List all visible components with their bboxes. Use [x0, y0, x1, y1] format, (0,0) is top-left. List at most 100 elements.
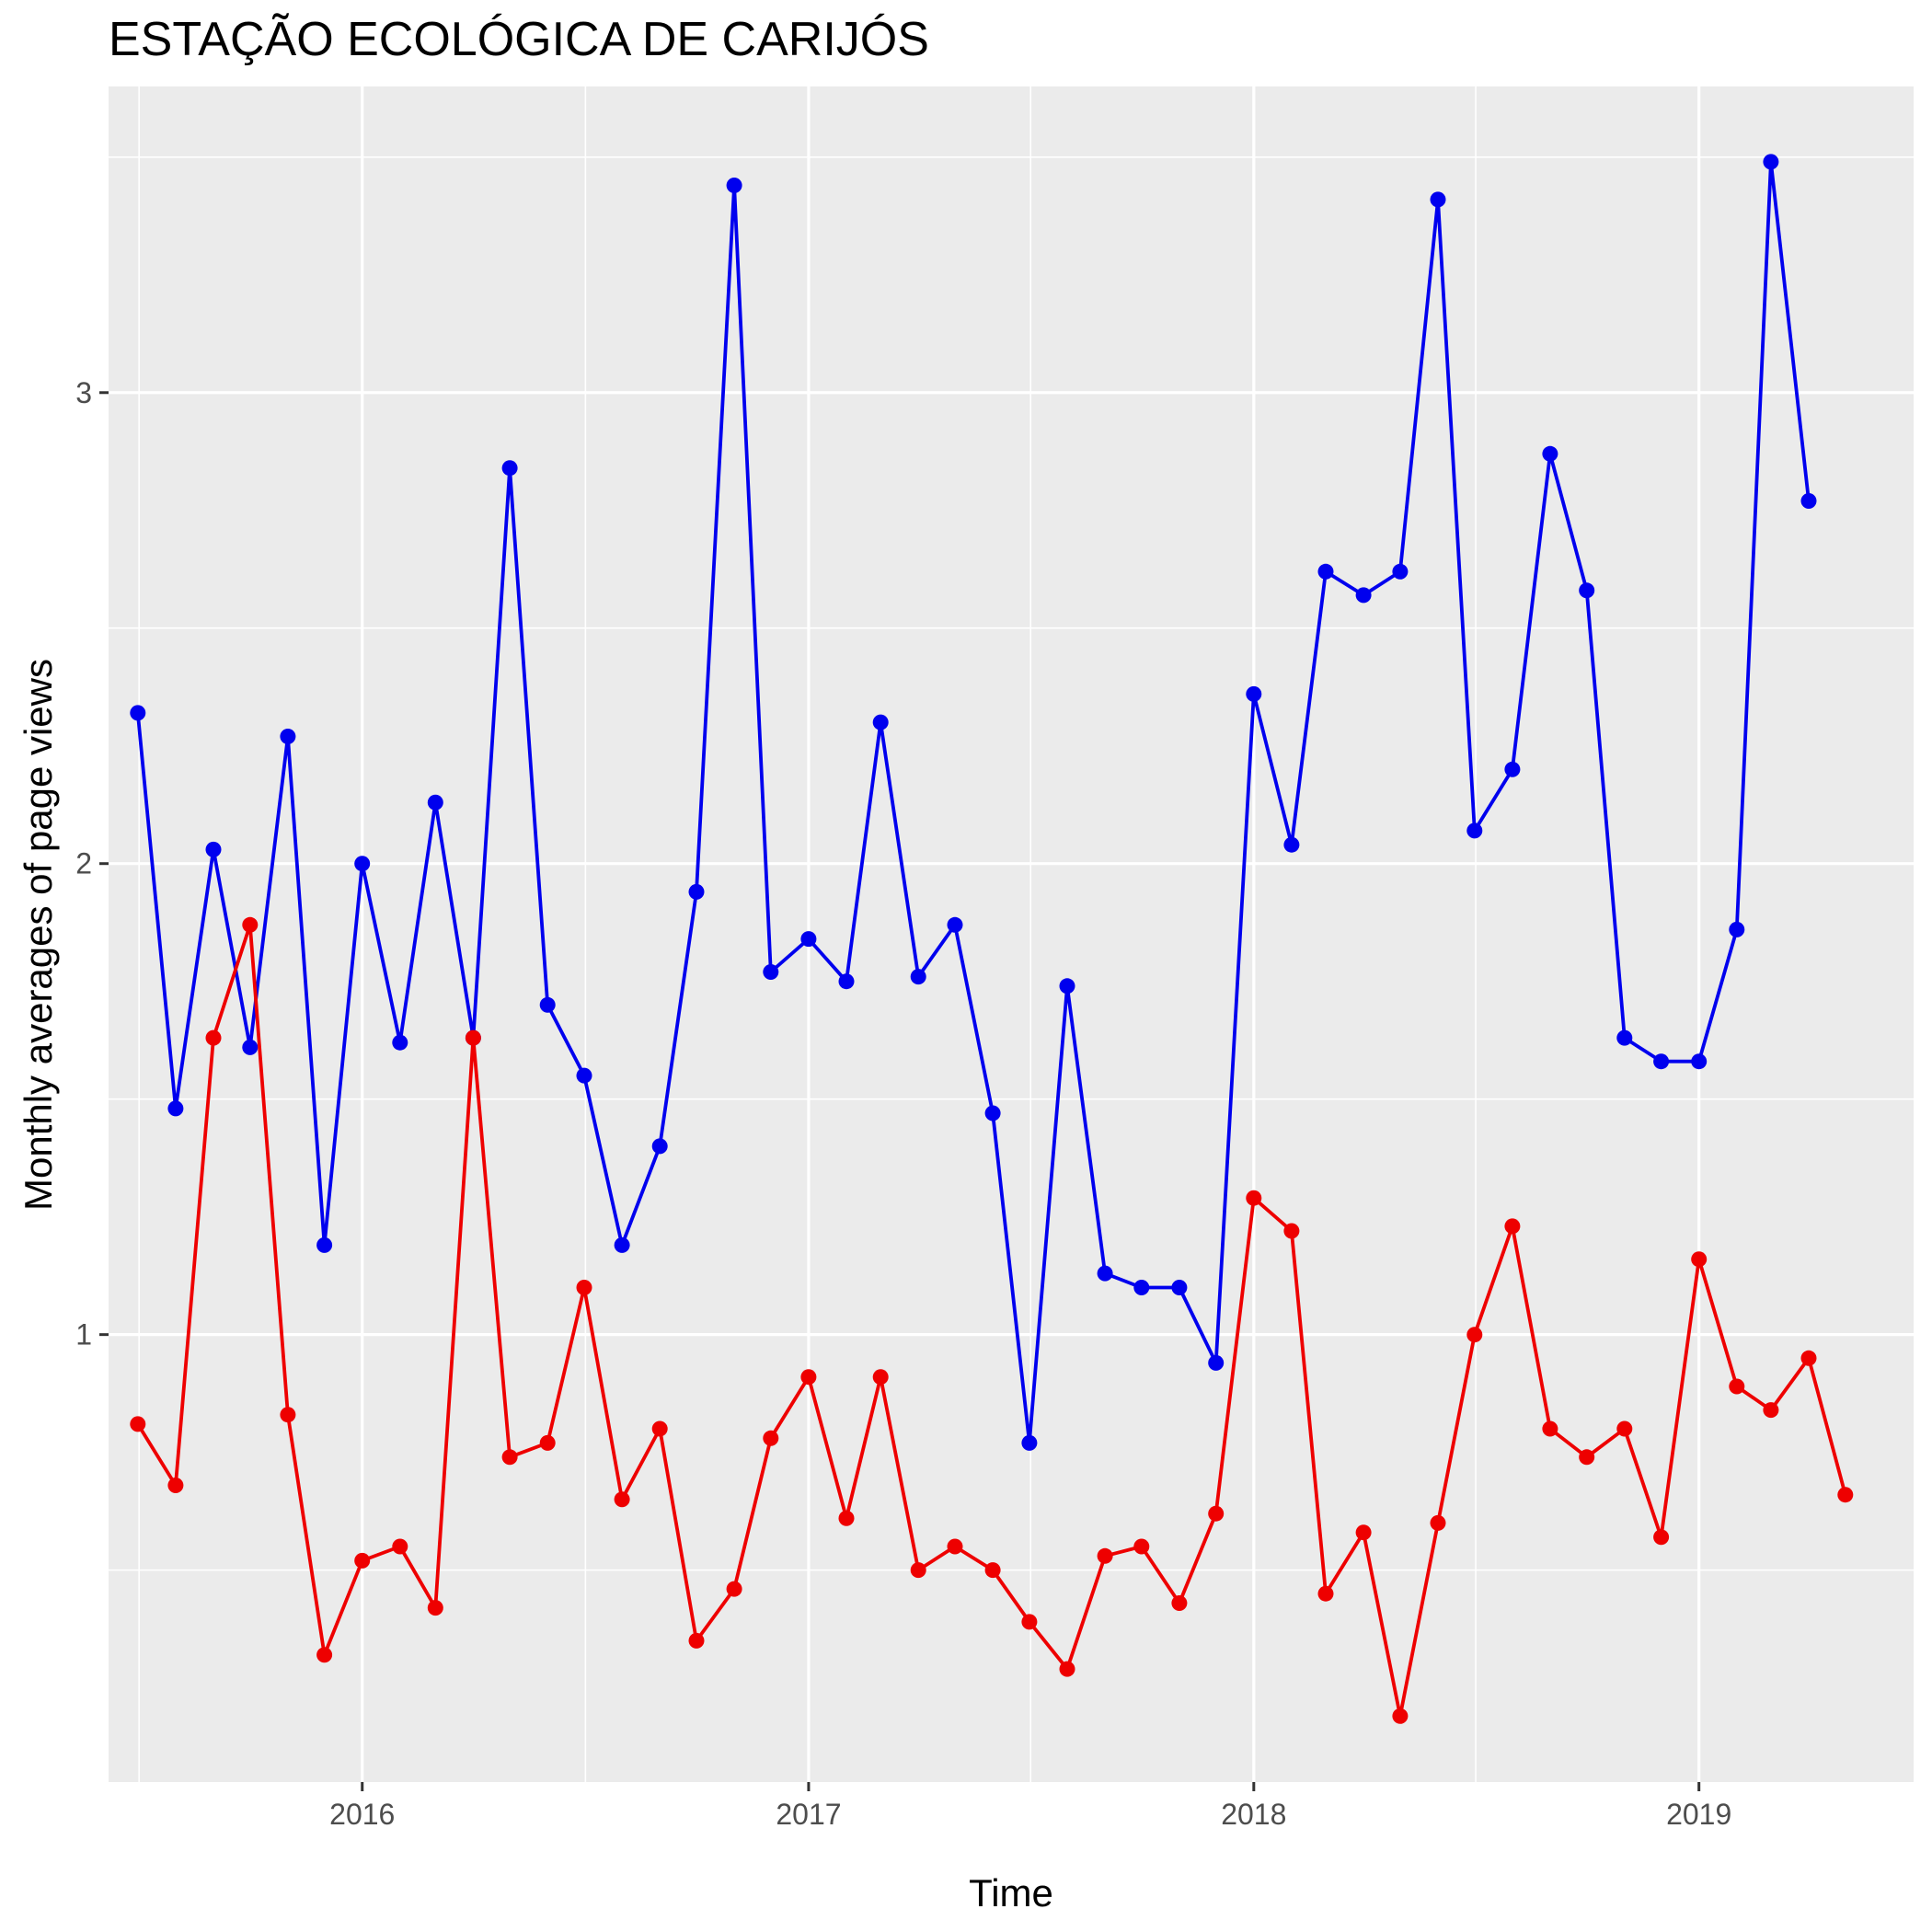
- series-1-point: [205, 841, 222, 857]
- series-1-point: [1246, 685, 1262, 702]
- series-2-point: [1059, 1661, 1075, 1677]
- x-tick-label: 2017: [776, 1798, 841, 1831]
- series-1-point: [1504, 761, 1521, 777]
- series-2-point: [800, 1369, 817, 1386]
- series-1-point: [539, 996, 556, 1013]
- series-1-point: [1653, 1053, 1670, 1070]
- series-2-point: [1729, 1378, 1745, 1395]
- series-1-point: [501, 460, 518, 477]
- series-2-point: [910, 1562, 926, 1579]
- series-1-point: [427, 794, 443, 811]
- series-1-point: [726, 178, 742, 193]
- series-1-point: [576, 1067, 592, 1084]
- series-2-point: [465, 1029, 481, 1046]
- series-2-point: [130, 1416, 146, 1432]
- series-2: [130, 916, 1854, 1724]
- series-2-point: [688, 1632, 705, 1649]
- series-1-point: [688, 883, 705, 900]
- plot-panel: [109, 86, 1914, 1782]
- series-1-point: [1171, 1280, 1188, 1295]
- chart-title: ESTAÇÃO ECOLÓGICA DE CARIJÓS: [109, 13, 929, 66]
- y-tick-label: 3: [75, 376, 92, 409]
- y-tick-label: 2: [75, 847, 92, 880]
- series-2-point: [947, 1538, 963, 1555]
- series-1-point: [984, 1105, 1001, 1121]
- series-2-point: [316, 1647, 333, 1663]
- series-2-point: [1392, 1708, 1409, 1724]
- series-2-point: [1283, 1223, 1300, 1239]
- series-2-point: [539, 1434, 556, 1451]
- y-tick-label: 1: [75, 1318, 92, 1351]
- series-2-point: [1653, 1529, 1670, 1546]
- series-1-point: [1355, 587, 1372, 604]
- series-2-point: [1504, 1218, 1521, 1235]
- minor-gridlines: [109, 86, 1914, 1782]
- series-1-line: [135, 159, 1811, 1445]
- series-2-point: [1837, 1487, 1854, 1503]
- series-2-point: [576, 1280, 592, 1295]
- series-2-point: [1317, 1585, 1334, 1602]
- series-1-point: [1021, 1434, 1038, 1451]
- series-1-point: [1208, 1354, 1225, 1371]
- series-2-point: [1579, 1449, 1595, 1466]
- series-1-point: [130, 705, 146, 721]
- series-2-point: [984, 1562, 1001, 1579]
- series-1-point: [1542, 445, 1558, 462]
- series-2-point: [242, 916, 259, 933]
- series-layer: [130, 154, 1854, 1724]
- series-1-point: [872, 714, 889, 730]
- series-1-point: [1097, 1265, 1113, 1282]
- series-1-point: [1763, 154, 1779, 170]
- series-2-point: [1466, 1327, 1483, 1343]
- series-1-point: [763, 964, 779, 980]
- series-1-point: [838, 973, 855, 990]
- series-1-point: [910, 969, 926, 985]
- series-1-point: [1691, 1053, 1708, 1070]
- series-2-point: [427, 1600, 443, 1616]
- series-1-point: [242, 1039, 259, 1055]
- series-1-point: [1616, 1029, 1633, 1046]
- series-1: [130, 154, 1817, 1451]
- series-2-point: [392, 1538, 408, 1555]
- series-1-point: [1579, 582, 1595, 599]
- series-1-point: [947, 916, 963, 933]
- series-2-point: [651, 1420, 668, 1437]
- series-1-point: [280, 729, 296, 744]
- series-2-point: [763, 1430, 779, 1446]
- series-2-point: [1616, 1420, 1633, 1437]
- series-2-point: [280, 1407, 296, 1423]
- series-2-point: [838, 1510, 855, 1526]
- series-1-point: [1392, 563, 1409, 580]
- series-2-point: [1133, 1538, 1150, 1555]
- series-1-point: [1059, 978, 1075, 995]
- series-2-point: [1691, 1251, 1708, 1268]
- series-2-point: [205, 1029, 222, 1046]
- series-1-point: [800, 931, 817, 948]
- series-1-point: [614, 1236, 630, 1253]
- series-1-point: [1317, 563, 1334, 580]
- series-2-point: [1800, 1350, 1817, 1366]
- series-1-point: [1466, 822, 1483, 839]
- series-2-point: [1542, 1420, 1558, 1437]
- series-1-point: [167, 1100, 184, 1117]
- series-2-point: [614, 1491, 630, 1508]
- y-axis: 1 2 3: [75, 376, 109, 1351]
- major-gridlines: [109, 86, 1914, 1782]
- series-1-point: [316, 1236, 333, 1253]
- series-2-point: [1763, 1402, 1779, 1419]
- series-2-point: [1355, 1524, 1372, 1541]
- series-1-point: [1729, 921, 1745, 937]
- x-tick-label: 2018: [1221, 1798, 1286, 1831]
- x-tick-label: 2019: [1666, 1798, 1731, 1831]
- series-1-point: [651, 1138, 668, 1155]
- series-1-point: [1800, 493, 1817, 509]
- series-1-point: [392, 1034, 408, 1051]
- series-1-point: [354, 856, 371, 872]
- series-2-point: [872, 1369, 889, 1386]
- series-2-point: [1021, 1614, 1038, 1630]
- series-1-point: [1430, 191, 1446, 208]
- x-axis: 2016 2017 2018 2019: [329, 1782, 1731, 1831]
- x-axis-title: Time: [969, 1871, 1053, 1915]
- y-axis-title: Monthly averages of page views: [17, 659, 60, 1211]
